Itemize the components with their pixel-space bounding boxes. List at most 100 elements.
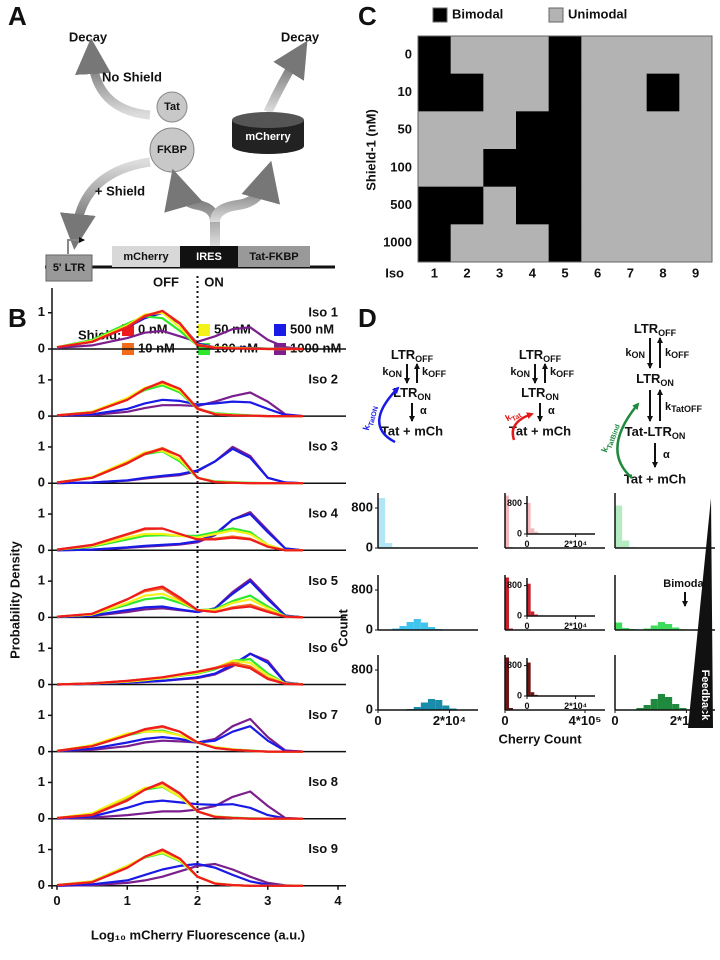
heatmap-cell: [418, 111, 452, 150]
state-label: LTRON: [636, 371, 674, 388]
heatmap-cell: [548, 73, 582, 112]
state-label: Tat-LTRON: [625, 424, 686, 441]
arrow: [59, 157, 151, 250]
x-tick-label: 2: [194, 893, 201, 908]
legend-label: 10 nM: [138, 340, 175, 355]
feedback-wedge: [688, 498, 713, 728]
rate-label: kTatOFF: [665, 401, 702, 414]
panel-a: A Decay Decay No Shield + Shield Tat FKB…: [8, 1, 335, 282]
fkbp-label: FKBP: [157, 144, 187, 156]
legend-label: Unimodal: [568, 6, 627, 21]
histogram-bar: [672, 627, 680, 630]
y-tick-label: 1: [38, 438, 45, 453]
shield-label: + Shield: [95, 183, 145, 198]
density-line: [56, 380, 303, 418]
heatmap-cell: [614, 186, 648, 225]
histogram-bar: [527, 583, 531, 616]
x-tick-label: 0: [611, 713, 618, 728]
row-label: 500: [390, 197, 412, 212]
rate-label: kON: [625, 347, 645, 360]
histogram-bar: [505, 577, 509, 630]
histogram-bar: [420, 622, 428, 630]
chart-title: Iso 7: [308, 707, 338, 722]
histogram-bar: [420, 702, 428, 710]
heatmap-frame: [417, 35, 713, 263]
density-line: [56, 790, 303, 820]
density-line: [56, 527, 303, 552]
y-tick-label: 1: [38, 505, 45, 520]
promoter-arrow: [67, 237, 85, 254]
arrow: [210, 160, 281, 223]
heatmap-cell: [581, 36, 615, 75]
ltr-label: 5' LTR: [53, 262, 85, 274]
panel-b: B Shield: Probability Density Log₁₀ mChe…: [7, 274, 305, 942]
rate-label: kOFF: [550, 366, 575, 379]
heatmap-cell: [418, 149, 452, 188]
column-label: 7: [627, 265, 634, 280]
feedback-arrow: [511, 412, 534, 441]
arrow: [164, 168, 220, 246]
heatmap-cell: [679, 36, 713, 75]
y-tick-label: 1: [38, 707, 45, 722]
heatmap-cell: [483, 36, 517, 75]
x-tick-label: 0: [524, 621, 529, 631]
chart-title: Iso 5: [308, 573, 338, 588]
chart-title: Iso 4: [308, 506, 338, 521]
column-label: 5: [561, 265, 568, 280]
legend-label: 1000 nM: [290, 340, 341, 355]
heatmap-cell: [646, 36, 680, 75]
x-tick-label: 1: [124, 893, 131, 908]
heatmap-cell: [516, 224, 550, 263]
y-tick-label: 1: [38, 640, 45, 655]
y-tick-label: 800: [507, 498, 522, 508]
chart-title: Iso 3: [308, 439, 338, 454]
chart-title: Iso 8: [308, 774, 338, 789]
heatmap-cell: [516, 149, 550, 188]
density-line: [56, 725, 303, 753]
histogram-bar: [378, 498, 386, 548]
density-line: [56, 652, 304, 686]
histogram-bar: [636, 708, 644, 710]
y-axis-label: Probability Density: [7, 540, 22, 659]
arrow: [75, 38, 151, 120]
heatmap-cell: [418, 224, 452, 263]
rate-label: α: [548, 405, 555, 417]
histogram-bar: [530, 692, 535, 696]
histogram-bar: [622, 540, 630, 548]
product-label: Tat + mCh: [509, 423, 571, 438]
x-axis-label: Log₁₀ mCherry Fluorescence (a.u.): [91, 927, 305, 942]
histogram-bar: [435, 700, 443, 710]
histogram-bar: [406, 622, 414, 630]
histogram-bar: [615, 505, 623, 548]
y-tick-label: 0: [366, 701, 373, 716]
rate-label: α: [420, 405, 427, 417]
x-tick-label: 4: [334, 893, 342, 908]
y-tick-label: 0: [38, 609, 45, 624]
heatmap-cell: [483, 149, 517, 188]
heatmap-cell: [483, 224, 517, 263]
legend-swatch: [432, 7, 448, 23]
x-tick-label: 2*10⁴: [564, 621, 587, 631]
y-tick-label: 0: [517, 610, 522, 620]
ltr-box: [45, 254, 93, 282]
state-label: LTRON: [521, 385, 559, 402]
rate-label: kTatON: [361, 404, 380, 432]
heatmap-cell: [614, 36, 648, 75]
y-tick-label: 1: [38, 841, 45, 856]
density-line: [56, 512, 304, 552]
x-axis-label: Iso: [385, 265, 404, 280]
chart-title: Iso 1: [308, 304, 338, 319]
annotation: OFF: [153, 274, 179, 289]
y-tick-label: 0: [38, 475, 45, 490]
heatmap-cell: [614, 73, 648, 112]
x-tick-label: 0: [524, 539, 529, 549]
row-label: 1000: [383, 235, 412, 250]
mcherry-cylinder-top: [232, 112, 304, 128]
no-shield-label: No Shield: [102, 69, 162, 84]
row-label: 10: [398, 84, 412, 99]
column-label: 2: [463, 265, 470, 280]
y-tick-label: 800: [351, 661, 373, 676]
heatmap-cell: [646, 149, 680, 188]
y-tick-label: 0: [38, 408, 45, 423]
